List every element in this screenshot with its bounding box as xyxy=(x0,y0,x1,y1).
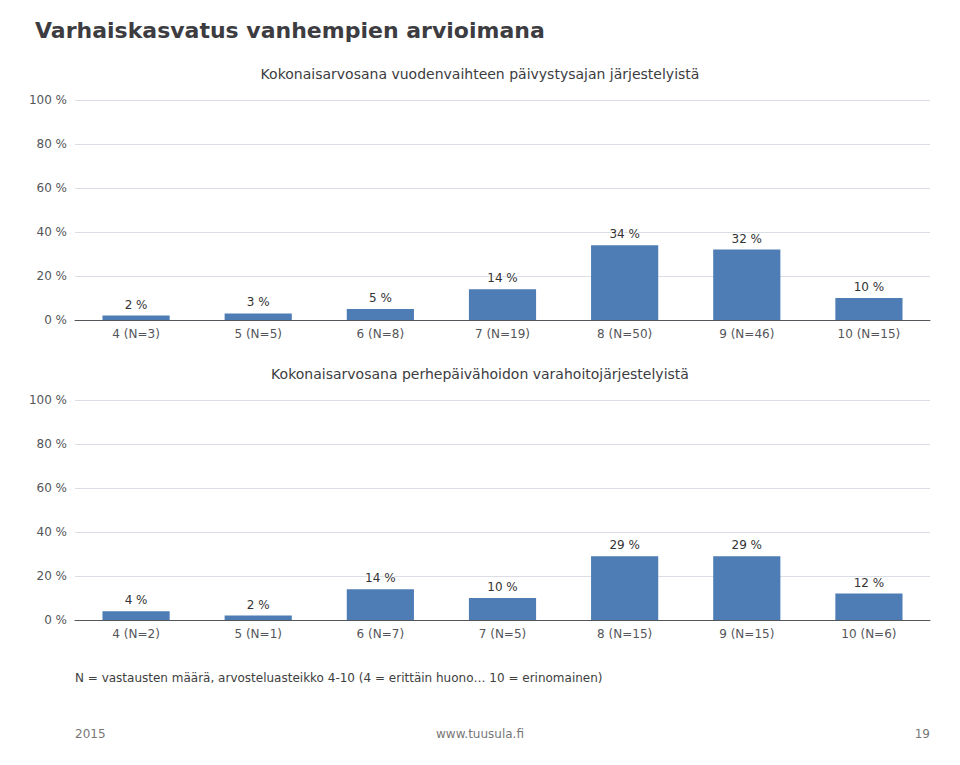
svg-text:34 %: 34 % xyxy=(609,227,640,241)
svg-text:14 %: 14 % xyxy=(487,271,518,285)
svg-text:10 %: 10 % xyxy=(854,280,885,294)
svg-text:20 %: 20 % xyxy=(37,269,68,283)
svg-text:6 (N=7): 6 (N=7) xyxy=(357,627,404,641)
svg-text:9 (N=46): 9 (N=46) xyxy=(719,327,774,341)
svg-text:0 %: 0 % xyxy=(44,613,67,627)
svg-text:60 %: 60 % xyxy=(37,481,68,495)
svg-text:14 %: 14 % xyxy=(365,571,396,585)
svg-text:10 (N=15): 10 (N=15) xyxy=(838,327,901,341)
svg-text:Kokonaisarvosana vuodenvaihtee: Kokonaisarvosana vuodenvaihteen päivysty… xyxy=(261,66,700,82)
svg-text:10 (N=6): 10 (N=6) xyxy=(841,627,896,641)
svg-text:12 %: 12 % xyxy=(854,576,885,590)
svg-text:32 %: 32 % xyxy=(732,232,763,246)
svg-text:8 (N=50): 8 (N=50) xyxy=(597,327,652,341)
svg-text:80 %: 80 % xyxy=(37,437,68,451)
svg-text:2 %: 2 % xyxy=(125,298,148,312)
svg-text:Varhaiskasvatus vanhempien arv: Varhaiskasvatus vanhempien arvioimana xyxy=(35,18,545,43)
svg-text:100 %: 100 % xyxy=(29,93,67,107)
svg-text:9 (N=15): 9 (N=15) xyxy=(719,627,774,641)
svg-text:19: 19 xyxy=(915,727,930,741)
svg-text:10 %: 10 % xyxy=(487,580,518,594)
svg-text:5 %: 5 % xyxy=(369,291,392,305)
svg-text:7 (N=19): 7 (N=19) xyxy=(475,327,530,341)
svg-text:20 %: 20 % xyxy=(37,569,68,583)
svg-text:60 %: 60 % xyxy=(37,181,68,195)
svg-text:3 %: 3 % xyxy=(247,295,270,309)
svg-text:4 (N=3): 4 (N=3) xyxy=(112,327,159,341)
svg-text:www.tuusula.fi: www.tuusula.fi xyxy=(436,727,524,741)
svg-text:7 (N=5): 7 (N=5) xyxy=(479,627,526,641)
svg-text:N = vastausten määrä, arvostel: N = vastausten määrä, arvosteluasteikko … xyxy=(75,671,603,685)
svg-text:40 %: 40 % xyxy=(37,225,68,239)
svg-text:Kokonaisarvosana perhepäivähoi: Kokonaisarvosana perhepäivähoidon varaho… xyxy=(271,366,689,382)
svg-text:40 %: 40 % xyxy=(37,525,68,539)
svg-text:100 %: 100 % xyxy=(29,393,67,407)
svg-text:2 %: 2 % xyxy=(247,598,270,612)
svg-text:5 (N=1): 5 (N=1) xyxy=(234,627,281,641)
svg-text:0 %: 0 % xyxy=(44,313,67,327)
svg-text:8 (N=15): 8 (N=15) xyxy=(597,627,652,641)
svg-text:6 (N=8): 6 (N=8) xyxy=(357,327,404,341)
svg-text:4 (N=2): 4 (N=2) xyxy=(112,627,159,641)
svg-text:29 %: 29 % xyxy=(732,538,763,552)
svg-text:80 %: 80 % xyxy=(37,137,68,151)
svg-text:5 (N=5): 5 (N=5) xyxy=(234,327,281,341)
svg-text:29 %: 29 % xyxy=(609,538,640,552)
svg-text:2015: 2015 xyxy=(75,727,106,741)
svg-text:4 %: 4 % xyxy=(125,593,148,607)
